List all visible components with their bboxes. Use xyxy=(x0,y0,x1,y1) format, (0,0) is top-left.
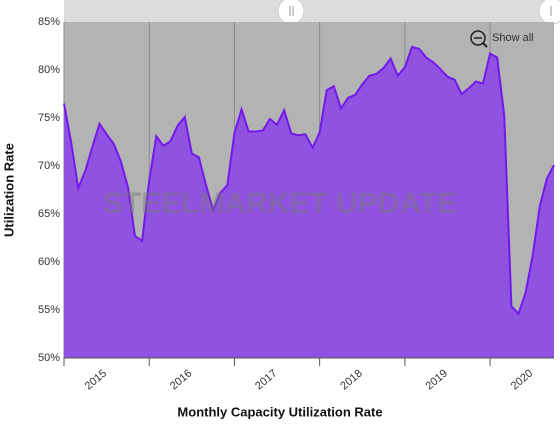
x-tick-label: 2016 xyxy=(168,367,194,392)
x-axis-title: Monthly Capacity Utilization Rate xyxy=(177,404,382,419)
show-all-button[interactable]: Show all xyxy=(470,30,534,48)
y-tick-label: 85% xyxy=(38,16,60,28)
zoom-icon xyxy=(470,30,486,46)
y-tick-label: 70% xyxy=(38,160,60,172)
watermark: STEELMARKET UPDATE xyxy=(103,187,457,220)
y-tick-label: 65% xyxy=(38,208,60,220)
x-tick-label: 2018 xyxy=(338,367,364,392)
navigator-handle[interactable] xyxy=(277,0,305,25)
area xyxy=(64,46,554,359)
y-tick-label: 75% xyxy=(38,112,60,124)
y-tick-label: 55% xyxy=(38,304,60,316)
x-tick-label: 2020 xyxy=(509,367,535,392)
x-tick-label: 2017 xyxy=(253,367,279,392)
line xyxy=(63,45,555,316)
zoom-icon xyxy=(482,42,488,48)
y-tick-label: 60% xyxy=(38,256,60,268)
x-tick-label: 2015 xyxy=(83,367,109,392)
y-axis-title: Utilization Rate xyxy=(1,143,16,237)
navigator[interactable] xyxy=(64,0,554,22)
y-tick-label: 80% xyxy=(38,64,60,76)
y-tick-label: 50% xyxy=(38,352,60,364)
show-all[interactable]: Show all xyxy=(492,32,534,44)
x-tick-label: 2019 xyxy=(424,367,450,392)
